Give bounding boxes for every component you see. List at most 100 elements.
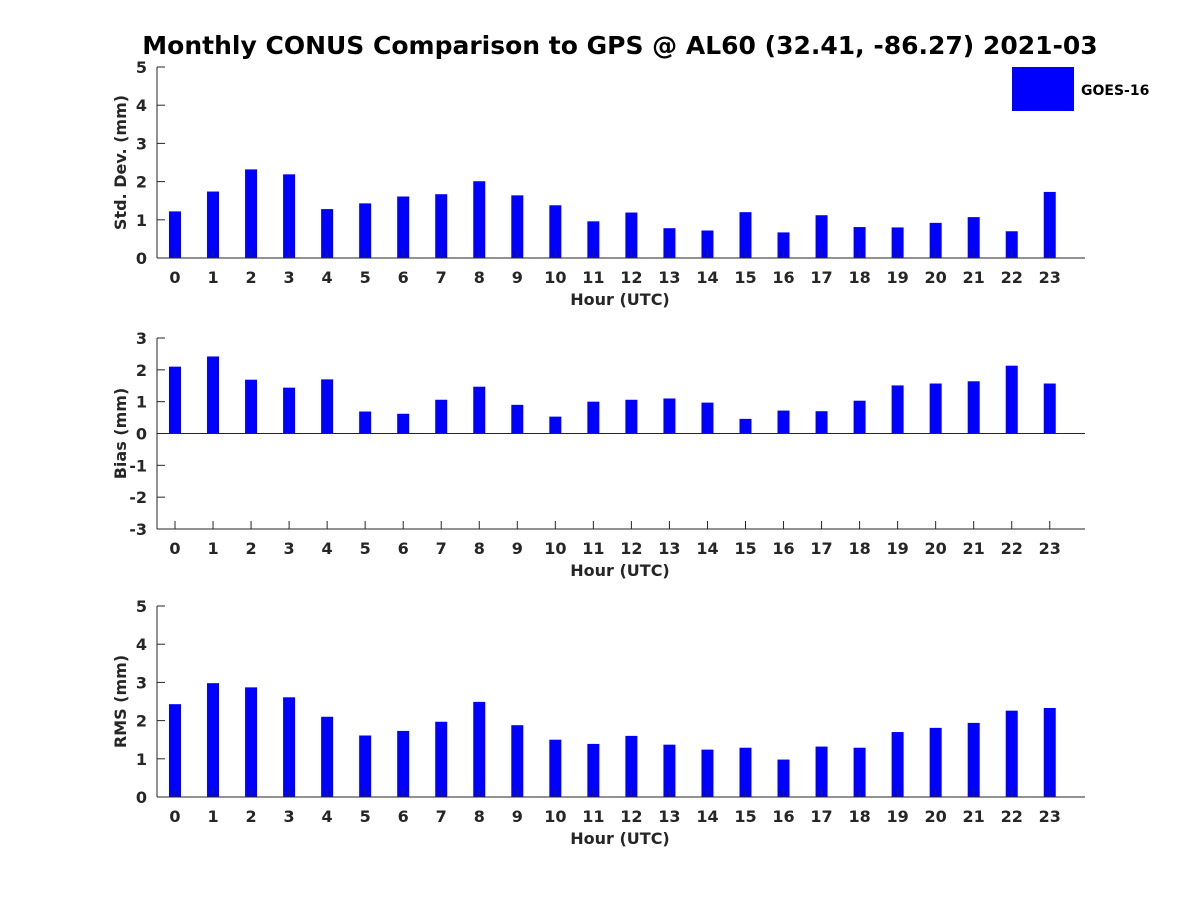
bar-bias-hour-2 <box>245 379 258 434</box>
x-tick-label-rms: 1 <box>207 807 218 826</box>
bar-bias-hour-0 <box>169 366 181 434</box>
bar-bias-hour-18 <box>853 400 866 434</box>
bar-std-dev-hour-15 <box>739 212 752 258</box>
bar-std-dev-hour-6 <box>397 196 410 258</box>
x-tick-label-rms: 11 <box>582 807 604 826</box>
bar-std-dev-hour-10 <box>549 205 562 258</box>
bar-rms-hour-5 <box>359 735 372 797</box>
legend-swatch <box>1012 67 1074 111</box>
x-tick-label-std-dev: 16 <box>772 268 794 287</box>
y-tick-label-std-dev: 4 <box>136 96 147 115</box>
x-tick-label-rms: 15 <box>734 807 756 826</box>
x-tick-label-rms: 18 <box>848 807 870 826</box>
bar-rms-hour-21 <box>967 722 980 797</box>
bar-bias-hour-15 <box>739 418 752 434</box>
bar-bias-hour-6 <box>397 413 410 434</box>
bar-rms-hour-13 <box>663 744 676 797</box>
x-tick-label-bias: 15 <box>734 539 756 558</box>
x-axis-label-std-dev: Hour (UTC) <box>570 290 670 309</box>
x-tick-label-bias: 21 <box>963 539 985 558</box>
x-axis-label-bias: Hour (UTC) <box>570 561 670 580</box>
x-tick-label-std-dev: 0 <box>169 268 180 287</box>
x-tick-label-std-dev: 3 <box>284 268 295 287</box>
bar-bias-hour-13 <box>663 398 676 434</box>
x-tick-label-rms: 22 <box>1001 807 1023 826</box>
x-tick-label-std-dev: 6 <box>398 268 409 287</box>
bar-rms-hour-20 <box>929 727 942 797</box>
y-tick-label-rms: 4 <box>136 635 147 654</box>
bar-std-dev-hour-20 <box>929 222 942 258</box>
x-tick-label-std-dev: 14 <box>696 268 718 287</box>
x-tick-label-bias: 0 <box>169 539 180 558</box>
bar-rms-hour-4 <box>321 716 334 797</box>
y-axis-label-bias: Bias (mm) <box>111 388 130 480</box>
y-axis-label-rms: RMS (mm) <box>111 655 130 748</box>
x-tick-label-rms: 13 <box>658 807 680 826</box>
bar-bias-hour-14 <box>701 402 714 434</box>
x-tick-label-std-dev: 11 <box>582 268 604 287</box>
x-tick-label-rms: 2 <box>245 807 256 826</box>
y-tick-label-std-dev: 5 <box>136 58 147 77</box>
bar-std-dev-hour-11 <box>587 221 600 258</box>
x-tick-label-std-dev: 2 <box>245 268 256 287</box>
y-tick-label-bias: 0 <box>136 425 147 444</box>
legend-label: GOES-16 <box>1081 83 1149 99</box>
bar-std-dev-hour-5 <box>359 203 372 258</box>
bar-bias-hour-20 <box>929 383 942 434</box>
y-tick-label-std-dev: 3 <box>136 134 147 153</box>
y-tick-label-std-dev: 2 <box>136 173 147 192</box>
x-tick-label-bias: 1 <box>207 539 218 558</box>
bar-std-dev-hour-19 <box>891 227 904 258</box>
bar-bias-hour-23 <box>1043 383 1056 434</box>
x-tick-label-bias: 20 <box>925 539 947 558</box>
bar-std-dev-hour-8 <box>473 181 486 258</box>
x-tick-label-rms: 7 <box>436 807 447 826</box>
bar-bias-hour-10 <box>549 416 562 434</box>
bar-rms-hour-15 <box>739 747 752 797</box>
x-tick-label-std-dev: 19 <box>886 268 908 287</box>
x-tick-label-bias: 19 <box>886 539 908 558</box>
bar-bias-hour-22 <box>1005 365 1018 434</box>
x-tick-label-bias: 16 <box>772 539 794 558</box>
y-tick-label-bias: -3 <box>129 520 147 539</box>
bar-bias-hour-16 <box>777 410 790 434</box>
y-axis-label-std-dev: Std. Dev. (mm) <box>111 95 130 230</box>
y-tick-label-bias: 1 <box>136 393 147 412</box>
x-tick-label-std-dev: 1 <box>207 268 218 287</box>
bar-rms-hour-6 <box>397 730 410 797</box>
y-tick-label-rms: 1 <box>136 750 147 769</box>
x-tick-label-rms: 3 <box>284 807 295 826</box>
bar-std-dev-hour-14 <box>701 230 714 258</box>
y-tick-label-bias: 3 <box>136 329 147 348</box>
bar-std-dev-hour-3 <box>283 174 296 258</box>
bar-rms-hour-17 <box>815 746 828 797</box>
x-tick-label-std-dev: 9 <box>512 268 523 287</box>
x-tick-label-rms: 10 <box>544 807 566 826</box>
bar-rms-hour-2 <box>245 687 258 797</box>
bar-bias-hour-4 <box>321 379 334 434</box>
x-tick-label-rms: 21 <box>963 807 985 826</box>
bar-bias-hour-1 <box>207 356 220 434</box>
bar-rms-hour-10 <box>549 739 562 797</box>
x-tick-label-std-dev: 17 <box>810 268 832 287</box>
bar-bias-hour-21 <box>967 381 980 434</box>
x-tick-label-std-dev: 22 <box>1001 268 1023 287</box>
x-tick-label-bias: 6 <box>398 539 409 558</box>
x-tick-label-std-dev: 13 <box>658 268 680 287</box>
y-tick-label-rms: 3 <box>136 673 147 692</box>
y-tick-label-bias: -1 <box>129 456 147 475</box>
bar-std-dev-hour-16 <box>777 232 790 258</box>
bar-std-dev-hour-0 <box>169 211 181 258</box>
x-tick-label-std-dev: 10 <box>544 268 566 287</box>
bar-bias-hour-11 <box>587 401 600 434</box>
bar-rms-hour-22 <box>1005 710 1018 797</box>
x-tick-label-bias: 3 <box>284 539 295 558</box>
bar-bias-hour-5 <box>359 411 372 434</box>
x-tick-label-rms: 17 <box>810 807 832 826</box>
x-tick-label-bias: 17 <box>810 539 832 558</box>
bar-bias-hour-12 <box>625 399 638 434</box>
x-tick-label-bias: 2 <box>245 539 256 558</box>
y-tick-label-rms: 0 <box>136 788 147 807</box>
